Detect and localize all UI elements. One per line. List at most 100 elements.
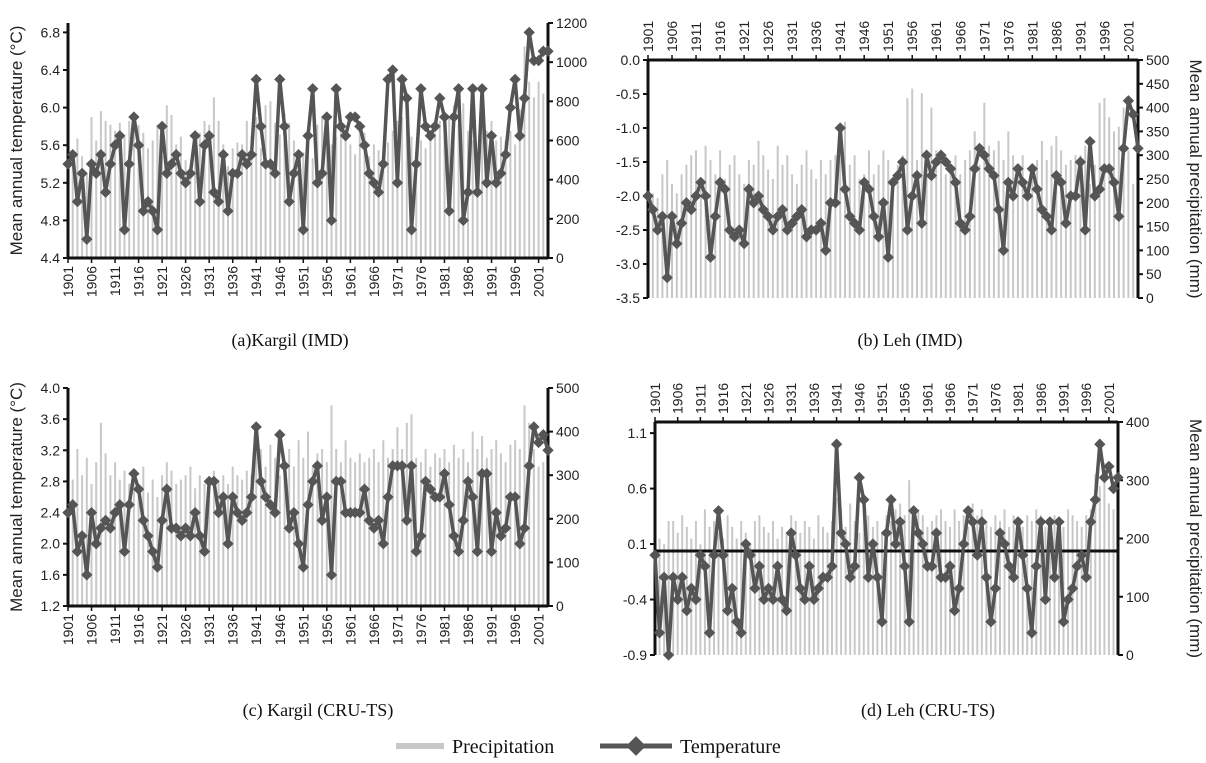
temp-point-1968 [964,210,976,223]
temp-point-1958 [908,505,920,517]
temp-point-1970 [973,142,986,155]
temp-point-1964 [358,483,371,495]
temp-point-1994 [499,148,512,161]
year-tick-label: 1971 [965,383,981,414]
temp-point-1905 [667,571,679,583]
temp-point-1912 [699,560,711,572]
temp-point-1960 [339,130,352,142]
temp-point-1974 [405,460,418,472]
temp-point-1998 [1108,176,1120,189]
temp-point-1947 [858,494,870,506]
year-tick-label: 1951 [880,21,896,52]
temp-point-1934 [217,491,229,503]
temp-point-1929 [194,195,206,208]
temp-point-1947 [863,183,875,195]
temp-point-1977 [1007,190,1019,202]
temp-point-1925 [758,593,770,606]
year-tick-label: 1906 [84,614,100,645]
temp-point-1927 [184,167,197,180]
right-tick-label: 500 [1146,52,1170,68]
ylabel-left: Mean annual temperature (°C) [7,382,26,612]
temp-point-1965 [949,176,962,189]
temp-point-1951 [882,251,894,263]
temp-point-1926 [762,582,775,595]
right-tick-label: 300 [556,467,580,483]
temp-point-2000 [528,421,540,433]
temp-point-1955 [894,516,906,528]
temp-point-1966 [368,177,380,189]
temp-point-1978 [1012,163,1024,175]
temp-point-1907 [676,571,688,583]
temp-point-1911 [694,549,707,561]
temp-point-1985 [1045,224,1058,236]
temp-point-1951 [297,561,309,573]
temp-point-1975 [410,545,422,558]
temp-point-1971 [967,516,979,528]
temp-point-1996 [1080,571,1092,583]
year-tick-label: 1981 [436,614,452,645]
year-tick-label: 1966 [366,614,382,645]
temp-point-1924 [753,560,766,572]
left-tick-label: 4.4 [41,250,61,266]
year-tick-label: 1911 [692,384,708,414]
temp-point-1994 [1071,560,1083,572]
temp-point-1925 [175,530,187,542]
temp-point-1999 [1094,438,1106,450]
temp-point-1948 [283,195,295,208]
year-tick-label: 1991 [1056,383,1072,414]
year-tick-label: 1991 [484,266,500,297]
temp-point-1965 [939,571,952,583]
year-tick-label: 1976 [413,614,429,645]
temp-point-1999 [1113,210,1125,223]
right-tick-label: 200 [556,511,580,527]
temp-point-1966 [954,217,966,229]
left-tick-label: -0.5 [616,86,640,102]
temp-point-1945 [269,167,281,180]
panel-b: -3.5 -3.0 -2.5 -2.0 -1.5 -1.0 -0.5 0.0 0 50 100 150… [616,21,1205,351]
temp-point-1947 [278,460,291,472]
temp-point-1921 [738,237,750,250]
temp-point-1978 [998,538,1011,550]
temp-point-1997 [1103,163,1115,175]
temp-point-1985 [457,214,469,227]
year-tick-label: 1966 [942,383,958,414]
temp-point-1935 [222,538,234,550]
ylabel-left: Mean annual temperature (°C) [7,26,26,256]
left-tick-label: -2.0 [616,188,640,204]
temp-point-1928 [771,560,784,572]
temp-point-1924 [170,148,182,161]
temp-point-1933 [212,506,225,519]
temp-point-1956 [906,190,918,202]
right-tick-label: 400 [556,172,580,188]
temp-point-1937 [812,582,825,595]
year-tick-label: 1946 [272,266,288,297]
temp-point-1976 [1002,176,1014,189]
temp-point-1954 [889,538,902,550]
temp-point-1979 [1003,560,1015,572]
temp-point-1997 [1085,516,1097,528]
temp-point-1982 [443,205,455,217]
temp-point-1999 [523,460,535,472]
left-tick-label: 4.0 [41,380,61,396]
temp-point-1981 [1012,516,1024,528]
temp-point-1929 [776,593,788,606]
temp-point-1978 [424,130,437,142]
temp-point-1993 [1084,135,1096,148]
temp-point-1993 [495,167,507,180]
year-tick-label: 1941 [829,383,845,414]
temp-point-1962 [926,560,938,572]
year-tick-label: 1966 [366,266,382,297]
temp-point-1967 [372,514,385,527]
left-tick-label: 3.2 [41,442,61,458]
temp-point-1916 [132,139,145,151]
left-tick-label: 0.0 [621,52,641,68]
temp-point-1972 [396,73,408,86]
temp-point-1902 [653,627,666,639]
temp-point-1963 [930,527,943,539]
temp-point-1917 [721,604,734,617]
temp-point-1976 [415,83,427,95]
temp-point-1986 [462,186,474,198]
year-tick-label: 1941 [832,21,848,52]
temp-point-1944 [264,499,277,511]
